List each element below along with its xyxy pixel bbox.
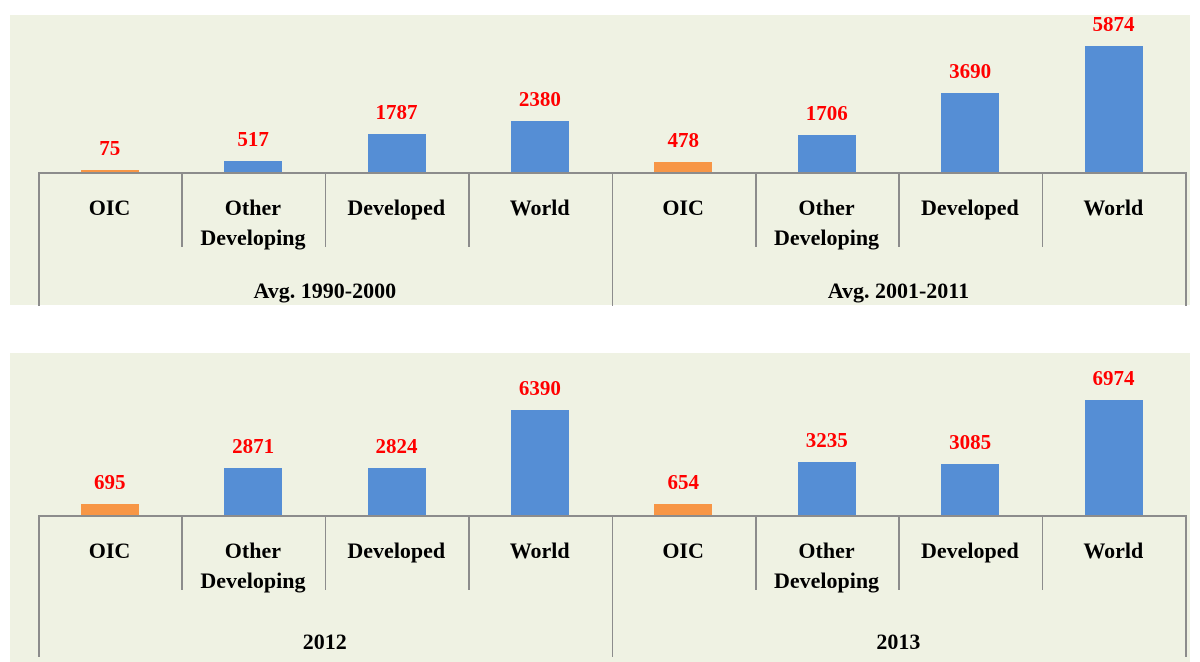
group-label: Avg. 1990-2000 <box>253 278 397 303</box>
category-label: OIC <box>662 538 704 563</box>
category-label: OIC <box>88 538 131 563</box>
category-separator <box>468 172 470 247</box>
category-separator <box>755 172 757 247</box>
value-label: 2871 <box>232 433 275 458</box>
value-label: 695 <box>93 469 126 494</box>
value-label: 6974 <box>1092 366 1135 390</box>
value-label: 75 <box>99 136 121 161</box>
category-label: Other Developing <box>200 195 306 250</box>
bar <box>941 464 1000 515</box>
group-separator <box>1185 515 1187 657</box>
bar <box>367 133 426 172</box>
category-separator <box>755 515 757 590</box>
category-separator <box>324 172 327 247</box>
group-label: 2013 <box>876 629 921 654</box>
group-separator <box>611 172 614 306</box>
category-label: World <box>1083 538 1144 563</box>
category-label: Developed <box>921 538 1019 563</box>
category-separator <box>898 515 900 590</box>
category-label: Developed <box>347 195 446 220</box>
value-label: 3690 <box>949 58 992 83</box>
category-separator <box>468 515 470 590</box>
bar <box>941 92 1000 172</box>
value-label: 2824 <box>375 434 418 459</box>
value-label: 3235 <box>805 427 848 452</box>
category-label: OIC <box>88 195 131 220</box>
value-label: 2380 <box>518 86 561 111</box>
category-label: Developed <box>921 195 1019 220</box>
group-label: 2012 <box>302 629 347 654</box>
category-separator <box>1041 515 1044 590</box>
bar <box>510 120 569 172</box>
category-separator <box>1041 172 1044 247</box>
group-separator <box>38 515 40 657</box>
category-separator <box>181 172 183 247</box>
group-separator <box>38 172 40 306</box>
category-label: OIC <box>662 195 704 220</box>
bar <box>797 461 856 515</box>
bar <box>1084 400 1143 515</box>
bar <box>80 170 139 172</box>
bar <box>80 503 139 515</box>
value-label: 1787 <box>375 99 418 124</box>
bar <box>224 467 283 515</box>
category-label: World <box>509 195 570 220</box>
value-label: 6390 <box>518 375 561 400</box>
value-label: 5874 <box>1092 12 1135 36</box>
category-separator <box>898 172 900 247</box>
value-label: 3085 <box>949 430 992 455</box>
category-separator <box>181 515 183 590</box>
group-separator <box>611 515 614 657</box>
category-label: Other Developing <box>773 538 880 593</box>
value-label: 517 <box>237 126 269 151</box>
group-label: Avg. 2001-2011 <box>827 278 970 303</box>
bar <box>654 504 713 515</box>
bar <box>654 161 713 172</box>
bar <box>510 409 569 515</box>
category-label: Developed <box>347 538 446 563</box>
bar <box>797 135 856 172</box>
bar <box>224 160 283 172</box>
category-separator <box>324 515 327 590</box>
category-label: Other Developing <box>200 538 306 593</box>
category-label: World <box>509 538 570 563</box>
bar <box>367 468 426 515</box>
group-separator <box>1185 172 1187 306</box>
value-label: 478 <box>667 127 700 152</box>
bar <box>1084 46 1143 172</box>
category-label: World <box>1083 195 1144 220</box>
value-label: 654 <box>667 470 700 495</box>
category-label: Other Developing <box>773 195 880 250</box>
value-label: 1706 <box>805 101 848 126</box>
